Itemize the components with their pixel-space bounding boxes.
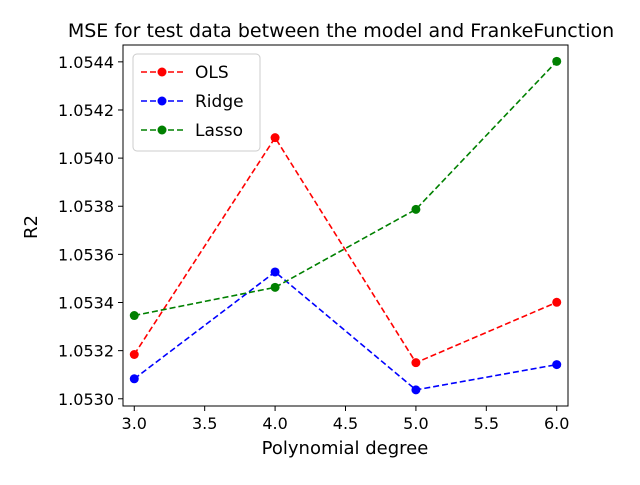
data-point-ridge xyxy=(270,267,280,277)
legend-label: Ridge xyxy=(195,92,244,112)
y-tick-label: 1.0544 xyxy=(58,53,114,72)
x-tick-label: 4.0 xyxy=(262,414,287,433)
x-axis-label: Polynomial degree xyxy=(262,438,429,459)
y-tick-label: 1.0534 xyxy=(58,294,114,313)
y-tick-label: 1.0530 xyxy=(58,390,114,409)
legend-label: Lasso xyxy=(195,121,243,141)
x-tick-label: 4.5 xyxy=(333,414,358,433)
y-tick-label: 1.0538 xyxy=(58,197,114,216)
y-tick-label: 1.0540 xyxy=(58,149,114,168)
legend: OLS Ridge Lasso xyxy=(132,53,261,152)
axes: 3.0 3.5 4.0 4.5 5.0 5.5 6.0 1.0530 1.0532 1.0534 1… xyxy=(58,44,569,433)
y-tick-label: 1.0532 xyxy=(58,342,114,361)
legend-swatch-marker xyxy=(157,96,167,106)
legend-swatch-marker xyxy=(157,125,167,135)
x-tick-label: 3.0 xyxy=(122,414,147,433)
data-point-lasso xyxy=(411,204,421,214)
plot-area xyxy=(129,56,562,395)
y-axis-label: R2 xyxy=(21,215,42,239)
data-point-lasso xyxy=(129,311,139,321)
x-tick-label: 6.0 xyxy=(544,414,569,433)
data-point-ridge xyxy=(129,374,139,384)
x-tick-label: 5.0 xyxy=(403,414,428,433)
data-point-ridge xyxy=(552,360,562,370)
data-point-lasso xyxy=(270,282,280,292)
x-tick-label: 3.5 xyxy=(192,414,217,433)
data-point-ols xyxy=(411,358,421,368)
series-line-ols xyxy=(133,136,558,364)
data-point-ols xyxy=(129,349,139,359)
chart-title: MSE for test data between the model and … xyxy=(68,20,614,42)
series-line-lasso xyxy=(134,60,558,317)
y-tick-label: 1.0536 xyxy=(58,245,114,264)
data-point-ols xyxy=(270,133,280,143)
data-point-lasso xyxy=(552,56,562,66)
legend-label: OLS xyxy=(195,63,229,83)
data-point-ols xyxy=(552,297,562,307)
legend-swatch-marker xyxy=(157,67,167,77)
data-point-ridge xyxy=(411,385,421,395)
x-tick-label: 5.5 xyxy=(474,414,499,433)
series-line-ridge xyxy=(133,270,557,391)
y-tick-label: 1.0542 xyxy=(58,101,114,120)
